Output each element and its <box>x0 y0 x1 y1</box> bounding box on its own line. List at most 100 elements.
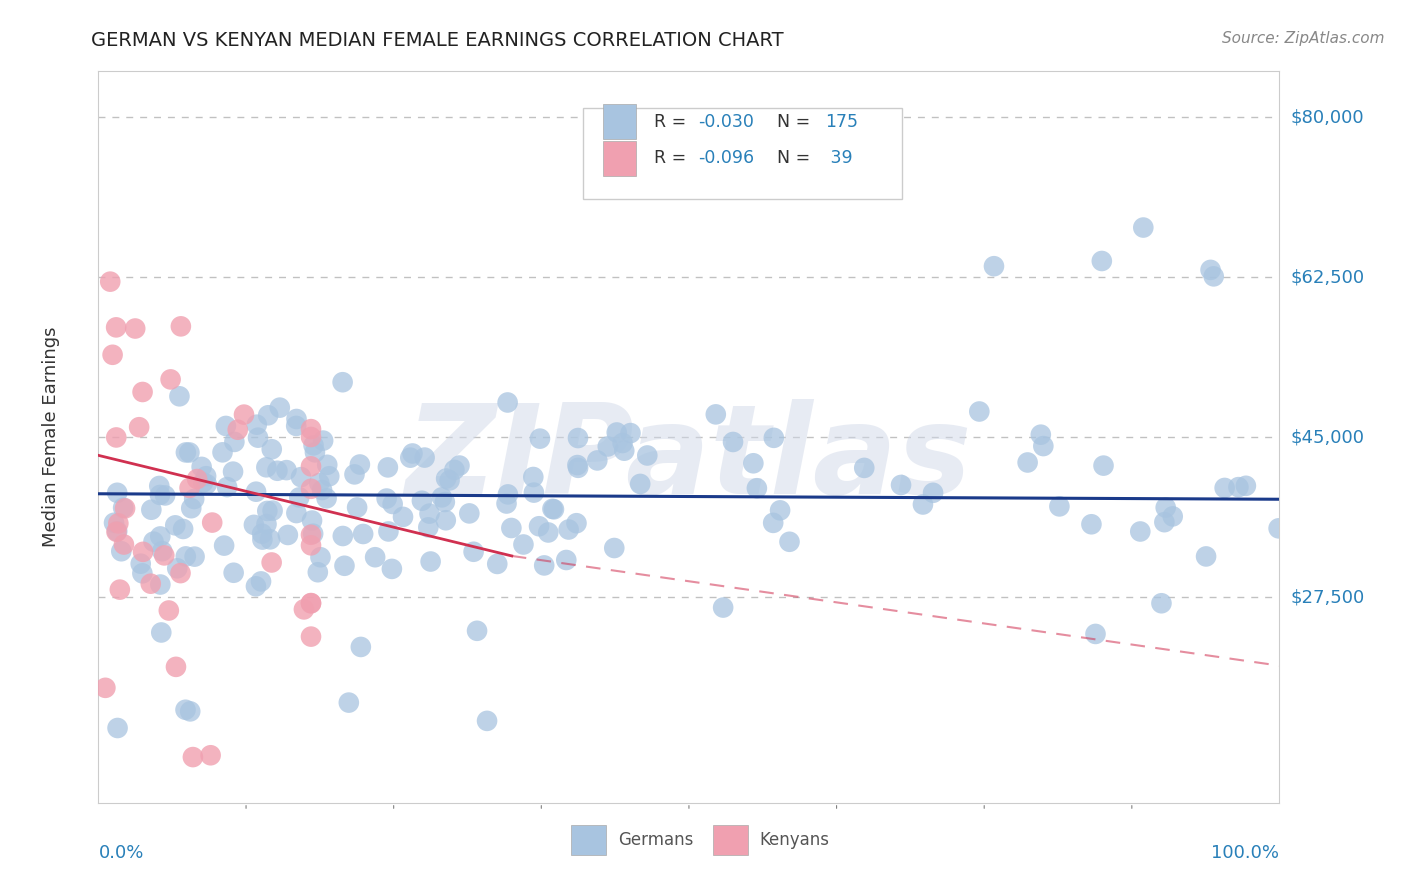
Point <box>465 624 488 638</box>
Point <box>299 459 322 474</box>
Point <box>343 467 366 482</box>
Text: Source: ZipAtlas.com: Source: ZipAtlas.com <box>1222 31 1385 46</box>
Point <box>215 419 238 434</box>
Point <box>377 460 399 475</box>
Point <box>606 425 628 440</box>
Point <box>983 259 1005 273</box>
Point <box>969 404 991 418</box>
Point <box>180 501 202 516</box>
Point <box>307 566 329 580</box>
Point <box>458 507 481 521</box>
Point <box>285 506 308 520</box>
Point <box>1132 220 1154 235</box>
Point <box>299 596 322 610</box>
Point <box>392 509 415 524</box>
Point <box>131 566 153 581</box>
Point <box>149 488 172 502</box>
Text: $80,000: $80,000 <box>1291 108 1364 126</box>
Point <box>222 566 245 580</box>
Point <box>262 503 284 517</box>
Point <box>522 470 544 484</box>
Point <box>419 555 441 569</box>
Point <box>201 516 224 530</box>
Point <box>529 432 551 446</box>
Point <box>181 750 204 764</box>
Point <box>131 384 153 399</box>
Point <box>1029 427 1052 442</box>
Point <box>312 434 335 448</box>
Text: GERMAN VS KENYAN MEDIAN FEMALE EARNINGS CORRELATION CHART: GERMAN VS KENYAN MEDIAN FEMALE EARNINGS … <box>91 31 785 50</box>
Text: $45,000: $45,000 <box>1291 428 1365 446</box>
Point <box>108 582 131 597</box>
Point <box>159 372 181 386</box>
FancyBboxPatch shape <box>603 141 636 176</box>
Point <box>259 533 281 547</box>
Point <box>245 484 267 499</box>
Point <box>174 445 197 459</box>
Point <box>105 320 128 334</box>
Point <box>105 524 128 539</box>
Point <box>247 431 270 445</box>
FancyBboxPatch shape <box>571 825 606 855</box>
Point <box>129 557 152 571</box>
Point <box>557 523 579 537</box>
Point <box>567 431 589 445</box>
Point <box>299 528 322 542</box>
Text: Kenyans: Kenyans <box>759 831 830 849</box>
Point <box>1092 458 1115 473</box>
Point <box>486 557 509 571</box>
Point <box>332 375 354 389</box>
Point <box>332 529 354 543</box>
Text: R =: R = <box>654 112 692 131</box>
Point <box>433 495 456 509</box>
Point <box>308 476 330 491</box>
Point <box>105 485 128 500</box>
Point <box>165 660 187 674</box>
Point <box>157 603 180 617</box>
Point <box>501 521 523 535</box>
Text: N =: N = <box>766 112 815 131</box>
Point <box>246 417 269 432</box>
Point <box>316 458 339 472</box>
Point <box>1199 263 1222 277</box>
Point <box>333 558 356 573</box>
Point <box>430 491 453 505</box>
Point <box>226 423 249 437</box>
Text: 175: 175 <box>825 112 858 131</box>
Text: ZIPatlas: ZIPatlas <box>406 399 972 519</box>
Point <box>260 442 283 457</box>
Point <box>153 488 176 502</box>
Point <box>922 485 945 500</box>
Point <box>762 516 785 530</box>
Point <box>375 491 398 506</box>
Text: R =: R = <box>654 149 692 168</box>
Text: 0.0%: 0.0% <box>98 845 143 863</box>
Point <box>290 470 312 484</box>
Point <box>277 528 299 542</box>
Point <box>256 517 278 532</box>
Point <box>139 576 162 591</box>
Point <box>105 524 128 539</box>
Point <box>769 503 792 517</box>
Point <box>217 480 239 494</box>
Point <box>302 526 325 541</box>
Point <box>190 459 212 474</box>
Point <box>745 481 768 495</box>
Point <box>211 445 233 459</box>
Point <box>1153 515 1175 529</box>
Point <box>1213 481 1236 495</box>
Point <box>285 412 308 426</box>
Point <box>299 630 322 644</box>
Point <box>257 409 280 423</box>
Point <box>495 496 517 510</box>
Text: N =: N = <box>766 149 815 168</box>
Point <box>352 527 374 541</box>
Point <box>302 438 325 452</box>
Point <box>222 465 245 479</box>
Point <box>107 721 129 735</box>
Point <box>1129 524 1152 539</box>
Point <box>496 395 519 409</box>
Point <box>381 562 404 576</box>
FancyBboxPatch shape <box>603 104 636 139</box>
Point <box>195 469 218 483</box>
